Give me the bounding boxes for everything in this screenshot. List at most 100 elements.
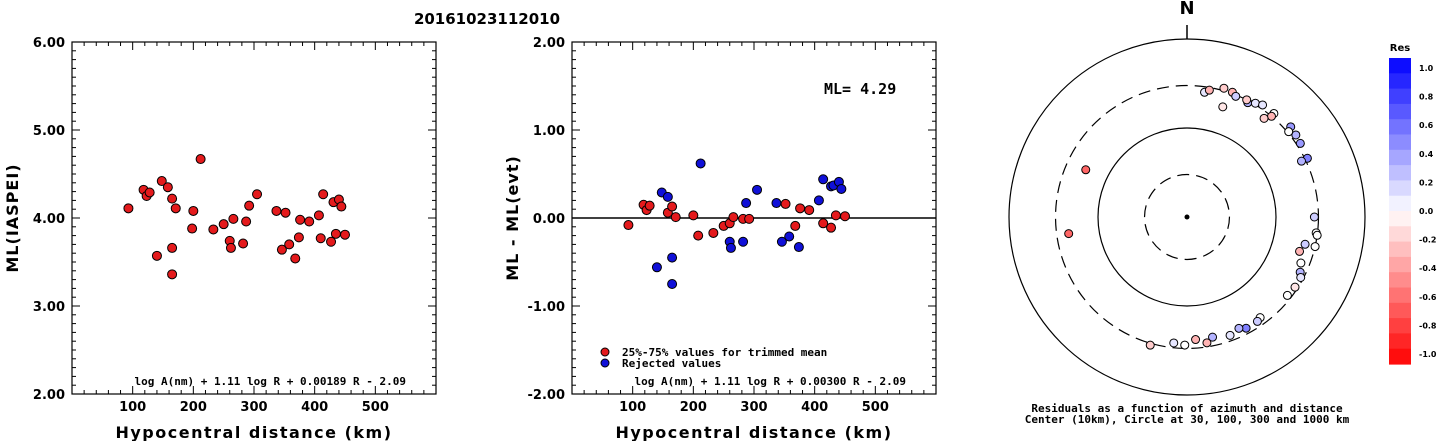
y-tick-label: -1.00	[528, 300, 565, 315]
station-point	[1219, 83, 1229, 93]
data-point	[725, 242, 736, 253]
station-point	[1296, 258, 1306, 268]
x-tick-label: 400	[301, 400, 328, 415]
formula-label: log A(nm) + 1.11 log R + 0.00189 R - 2.0…	[134, 375, 406, 388]
colorbar-segment	[1389, 302, 1411, 319]
data-point	[776, 236, 787, 247]
data-point	[793, 242, 804, 253]
data-point	[252, 189, 263, 200]
colorbar-segment	[1389, 134, 1411, 151]
station-point	[1191, 335, 1201, 345]
data-point	[708, 227, 719, 238]
data-point	[818, 218, 829, 229]
distance-ring-1000km	[1008, 38, 1366, 396]
y-tick-label: 5.00	[33, 124, 65, 139]
station-point	[1296, 156, 1306, 166]
data-point	[695, 158, 706, 169]
data-point	[340, 229, 350, 240]
data-point	[271, 205, 282, 216]
station-point	[1310, 242, 1320, 252]
plot-frame	[71, 41, 437, 395]
colorbar-segment	[1389, 73, 1411, 90]
data-point	[771, 198, 782, 209]
colorbar-segment	[1389, 195, 1411, 212]
data-point	[167, 193, 178, 204]
data-point	[170, 203, 181, 214]
x-tick-label: 300	[240, 400, 267, 415]
data-point	[836, 183, 847, 194]
colorbar-segment	[1389, 287, 1411, 304]
data-point	[738, 236, 749, 247]
station-point	[1225, 330, 1235, 340]
x-tick-label: 300	[740, 400, 767, 415]
legend-label: Rejected values	[622, 357, 721, 370]
station-point	[1284, 127, 1294, 137]
station-point	[1081, 165, 1091, 175]
station-point	[1234, 323, 1244, 333]
colorbar-segment	[1389, 180, 1411, 197]
data-point	[330, 228, 341, 239]
data-point	[644, 200, 655, 211]
x-tick-label: 400	[801, 400, 828, 415]
data-point	[662, 191, 673, 202]
data-point	[790, 220, 801, 231]
distance-ring-30km	[1143, 173, 1231, 261]
y-tick-label: 2.00	[533, 36, 565, 51]
y-tick-label: 3.00	[33, 300, 65, 315]
station-point	[1252, 316, 1262, 326]
data-point	[284, 239, 295, 250]
data-point	[693, 230, 704, 241]
x-tick-label: 500	[862, 400, 889, 415]
ml-iaspei-plot: 100 200 300 400 500 2.00 3.00 4.00 5.00 6.00 Hypoc…	[3, 36, 437, 441]
station-point	[1296, 272, 1306, 282]
data-point	[238, 238, 249, 249]
polar-caption-line2: Center (10km), Circle at 30, 100, 300 an…	[1025, 413, 1350, 426]
data-point	[315, 233, 326, 244]
data-point	[188, 205, 199, 216]
station-point	[1180, 340, 1190, 350]
x-tick-label: 500	[362, 400, 389, 415]
data-point	[336, 201, 347, 212]
data-point	[826, 222, 837, 233]
station-point	[1282, 290, 1292, 300]
data-point	[752, 184, 763, 195]
x-tick-label: 100	[119, 400, 146, 415]
legend-marker	[600, 347, 610, 357]
colorbar-tick-label: 0.0	[1419, 207, 1434, 216]
data-point	[795, 203, 806, 214]
epicenter-dot	[1184, 214, 1190, 220]
station-point	[1231, 91, 1241, 101]
data-point	[156, 176, 167, 187]
data-point	[225, 242, 236, 253]
station-point	[1291, 130, 1301, 140]
station-point	[1064, 229, 1074, 239]
data-point	[688, 210, 699, 221]
colorbar-tick-label: 0.8	[1419, 93, 1434, 102]
data-point	[144, 187, 155, 198]
data-point	[123, 203, 134, 214]
station-point	[1145, 340, 1155, 350]
distance-ring-100km	[1097, 127, 1277, 307]
colorbar-tick-label: -0.8	[1419, 321, 1437, 330]
data-point	[830, 210, 841, 221]
data-point	[313, 210, 324, 221]
data-point	[304, 216, 315, 227]
legend-marker	[600, 358, 610, 368]
data-point	[670, 212, 681, 223]
colorbar-segment	[1389, 88, 1411, 105]
data-point	[187, 223, 198, 234]
y-tick-label: -2.00	[528, 388, 565, 403]
colorbar-segment	[1389, 119, 1411, 136]
colorbar-segment	[1389, 256, 1411, 273]
colorbar-segment	[1389, 149, 1411, 166]
colorbar-segment	[1389, 226, 1411, 243]
data-point	[295, 214, 306, 225]
data-point	[818, 174, 829, 185]
y-axis-label: ML(IASPEI)	[3, 163, 22, 272]
data-point	[784, 231, 795, 242]
data-point	[744, 213, 755, 224]
event-title: 20161023112010	[414, 10, 560, 28]
polar-caption-line1: Residuals as a function of azimuth and d…	[1031, 402, 1343, 415]
data-point	[228, 213, 239, 224]
